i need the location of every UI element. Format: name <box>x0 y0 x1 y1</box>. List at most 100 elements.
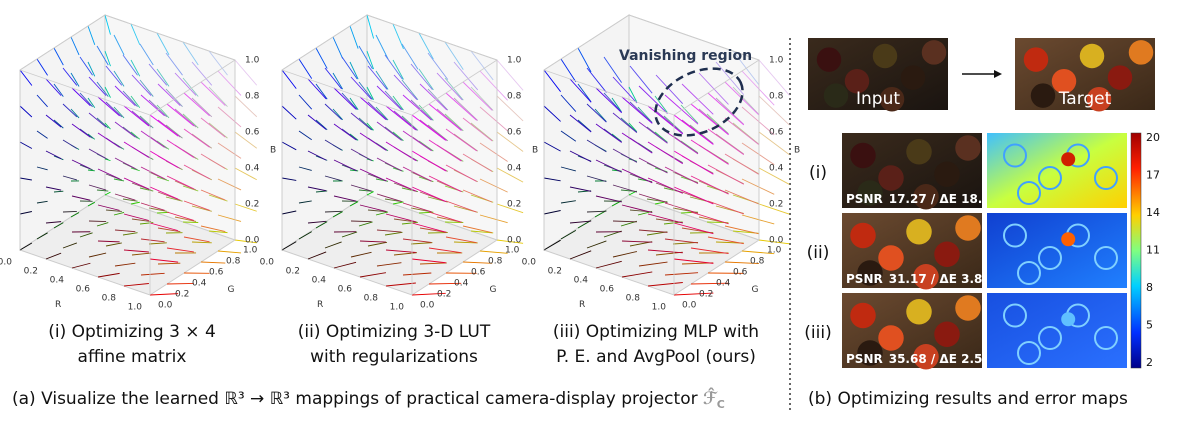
vector-arrow <box>332 211 343 218</box>
cube-edge <box>628 14 760 61</box>
vector-arrow <box>149 150 179 169</box>
vector-arrow <box>97 168 120 180</box>
vector-arrow <box>79 164 93 171</box>
metric-value: 31.17 / ΔE 3.82 <box>889 272 991 286</box>
vector-arrow <box>200 189 226 201</box>
vector-arrow <box>419 119 448 141</box>
vector-arrow <box>376 262 402 267</box>
g-tick-label: 0.2 <box>175 290 189 300</box>
vector-arrow <box>445 92 477 121</box>
colorbar-tick-label: 5 <box>1146 319 1153 332</box>
vector-arrow <box>706 113 729 134</box>
vector-arrow <box>131 218 152 222</box>
tomato <box>1030 83 1056 108</box>
vector-arrow <box>149 258 179 263</box>
vector-arrow <box>19 105 33 118</box>
vector-arrow <box>174 108 197 128</box>
vector-arrow <box>376 157 402 172</box>
vector-arrow <box>680 104 699 124</box>
vector-arrow <box>87 201 95 207</box>
tomato <box>955 215 981 241</box>
vector-arrow <box>392 131 404 142</box>
b-tick-label: 0.2 <box>507 200 521 210</box>
vector-arrow <box>621 96 653 124</box>
vector-arrow <box>385 105 417 131</box>
g-tick-label: 0.2 <box>437 290 451 300</box>
vector-arrow <box>149 114 179 137</box>
vector-arrow <box>428 282 462 285</box>
vector-arrow <box>359 132 387 151</box>
vector-arrow <box>673 114 714 145</box>
error-blob <box>1038 166 1062 190</box>
vector-arrow <box>428 139 462 162</box>
annotation-ellipse <box>654 67 744 137</box>
vector-arrow <box>53 83 64 97</box>
vector-arrow <box>638 121 668 144</box>
vector-arrow <box>62 242 78 249</box>
r-tick-label: 0.2 <box>548 267 562 277</box>
vector-arrow <box>758 59 790 96</box>
vector-arrow <box>36 130 48 139</box>
vector-arrow <box>53 47 64 66</box>
vector-arrow <box>586 67 607 93</box>
vector-arrow <box>130 201 140 205</box>
vector-arrow <box>401 115 419 131</box>
vector-arrow <box>681 119 714 145</box>
vector-arrow <box>392 23 404 50</box>
vector-arrow <box>298 130 312 141</box>
cube-edge <box>149 59 236 116</box>
vector-arrow <box>174 216 197 222</box>
tomato <box>857 340 883 366</box>
vector-arrow <box>612 251 638 258</box>
vector-arrow <box>96 45 109 66</box>
vector-arrow <box>88 148 107 159</box>
vector-arrow <box>45 150 62 160</box>
vector-arrow <box>479 178 508 193</box>
vector-arrow <box>393 74 418 100</box>
vector-arrow <box>324 175 342 182</box>
vector-arrow <box>183 92 210 117</box>
metric-name: PSNR <box>846 272 883 286</box>
tomato <box>823 83 849 108</box>
colorbar-tick-label: 8 <box>1146 281 1153 294</box>
vector-arrow <box>707 128 745 155</box>
vector-arrow <box>156 68 170 87</box>
vector-arrow <box>349 201 359 207</box>
vector-arrow <box>690 282 729 285</box>
vector-arrow <box>569 114 592 133</box>
vector-arrow <box>569 150 592 163</box>
vector-arrow <box>664 272 699 276</box>
arrow-head <box>994 70 1002 78</box>
vector-arrow <box>402 238 432 243</box>
vector-arrow <box>139 222 154 225</box>
vector-arrow <box>586 103 607 123</box>
vector-arrow <box>462 117 493 142</box>
vector-arrow <box>182 221 199 223</box>
vector-arrow <box>70 72 80 87</box>
vector-arrow <box>324 103 342 120</box>
vector-arrow <box>410 63 433 90</box>
vector-arrow <box>79 232 93 238</box>
vector-arrow <box>200 117 226 138</box>
vector-arrow <box>428 247 462 254</box>
vector-arrow <box>569 250 592 260</box>
vector-arrow <box>104 86 111 98</box>
r-tick-label: 0.6 <box>338 285 353 295</box>
tomato <box>921 40 947 65</box>
vector-arrow <box>123 213 149 221</box>
vector-arrow <box>385 249 416 253</box>
vector-arrow <box>183 128 210 148</box>
vector-arrow <box>200 225 226 233</box>
r-tick-label: 0.6 <box>600 285 615 295</box>
vector-arrow <box>366 50 375 70</box>
vector-arrow <box>333 123 357 141</box>
vector-arrow <box>758 239 790 245</box>
vector-arrow <box>673 222 714 235</box>
vector-arrow <box>758 167 790 185</box>
vector-arrow <box>350 148 372 161</box>
vector-arrow <box>87 61 96 77</box>
vector-arrow <box>36 94 48 108</box>
vector-arrow <box>479 250 508 254</box>
vector-arrow <box>96 189 109 192</box>
vector-arrow <box>200 81 226 106</box>
